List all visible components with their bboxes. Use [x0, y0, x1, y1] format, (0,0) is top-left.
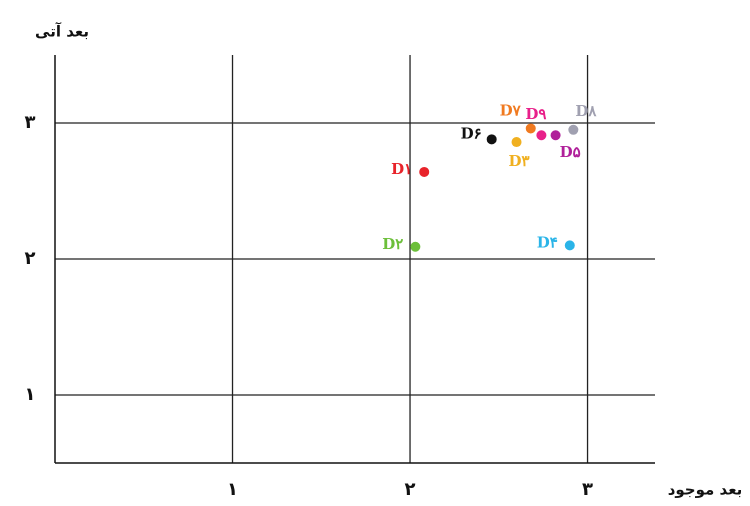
point — [536, 130, 546, 140]
point-label: D۱ — [391, 160, 412, 178]
y-axis-title: بعد آتی — [35, 23, 89, 41]
point — [487, 134, 497, 144]
x-tick-label: ۲ — [405, 479, 416, 500]
chart: بعد آتی بعد موجود ۱ ۲ ۳ ۱ ۲ ۳ D۱ D۲ D۳ D۴ D۵ D۶ D۷ D۸… — [0, 0, 750, 506]
point-label: D۲ — [382, 235, 403, 253]
y-tick-label: ۱ — [25, 384, 36, 405]
point — [526, 123, 536, 133]
point — [551, 130, 561, 140]
x-tick-label: ۱ — [227, 479, 238, 500]
y-tick-label: ۲ — [25, 248, 36, 269]
point — [410, 242, 420, 252]
point-label: D۸ — [575, 102, 597, 120]
x-axis-title: بعد موجود — [668, 481, 743, 499]
point — [419, 167, 429, 177]
point-label: D۹ — [525, 105, 546, 123]
point-label: D۵ — [560, 143, 581, 161]
point-label: D۷ — [500, 101, 522, 119]
point-label: D۶ — [461, 124, 482, 142]
point-label: D۳ — [509, 152, 530, 170]
point — [568, 125, 578, 135]
point — [512, 137, 522, 147]
point — [565, 240, 575, 250]
point-label: D۴ — [537, 233, 558, 251]
x-tick-label: ۳ — [582, 479, 593, 500]
y-tick-label: ۳ — [25, 112, 36, 133]
